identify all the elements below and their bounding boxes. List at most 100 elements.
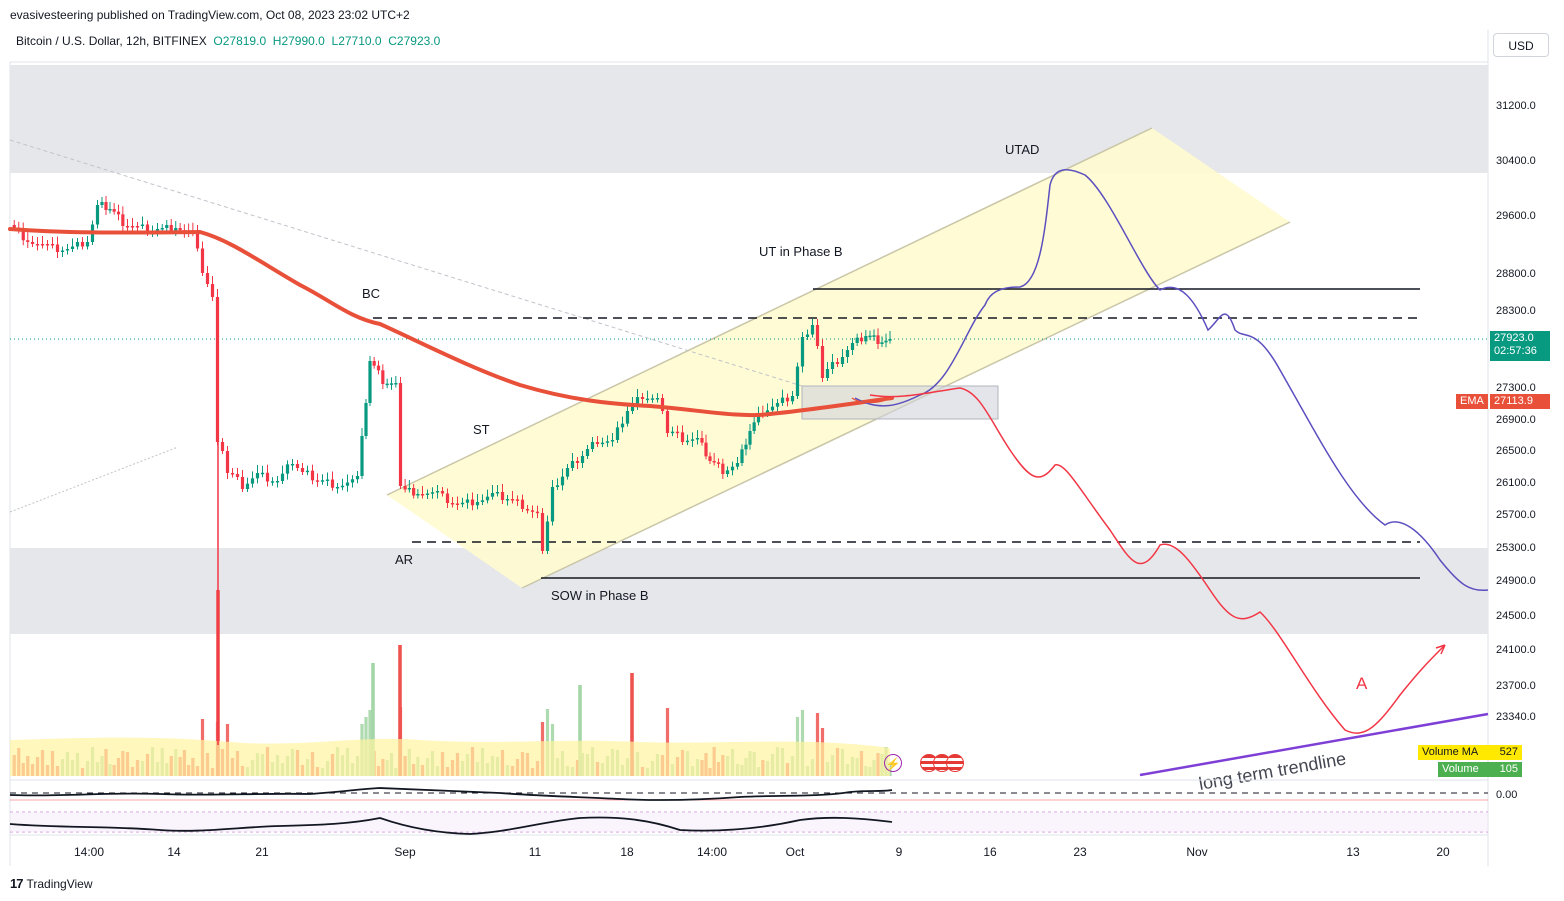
candle-body [730, 466, 735, 471]
price-tick-label: 31200.0 [1496, 100, 1536, 112]
candle-body [700, 438, 704, 443]
candle-body [748, 431, 752, 445]
candle-body [403, 486, 407, 490]
candle-body [230, 473, 235, 475]
volume-bar [665, 708, 670, 776]
candle-body [655, 398, 660, 400]
candle-body [95, 205, 100, 225]
candle-body [290, 464, 295, 466]
candle-body [104, 202, 108, 210]
candle-body [355, 476, 360, 480]
candle-body [169, 225, 173, 231]
candle-body [868, 335, 872, 338]
candle-body [108, 209, 112, 211]
candle-body [225, 451, 230, 473]
candle-body [810, 325, 815, 335]
candle-body [590, 442, 595, 449]
candle-body [675, 431, 680, 434]
candle-body [625, 411, 630, 424]
candle-body [130, 226, 135, 228]
candle-body [690, 439, 695, 441]
candle-body [640, 397, 645, 399]
candle-body [685, 440, 690, 443]
candle-body [884, 340, 888, 343]
candle-body [116, 211, 121, 215]
candle-body [398, 383, 403, 486]
candle-body [680, 432, 685, 442]
candle-body [545, 521, 550, 551]
candle-body [756, 413, 761, 423]
candle-body [270, 481, 275, 483]
candle-body [535, 511, 540, 514]
candle-body [174, 228, 178, 231]
candle-body [595, 442, 600, 444]
candle-body [635, 397, 640, 404]
utad-label: UTAD [1005, 142, 1039, 157]
candle-body [372, 361, 376, 366]
ar-label: AR [395, 552, 413, 567]
candle-body [530, 510, 535, 512]
candle-body [160, 228, 164, 230]
candle-body [368, 361, 372, 403]
lightning-icon[interactable]: ⚡ [884, 754, 902, 772]
currency-button[interactable]: USD [1493, 33, 1549, 57]
price-tick-label: 26500.0 [1496, 445, 1536, 457]
candle-body [265, 472, 270, 482]
candle-body [200, 248, 205, 273]
candle-body [555, 485, 560, 487]
candle-body [320, 480, 325, 482]
candle-body [275, 481, 280, 483]
candle-body [145, 224, 150, 232]
low-value: L27710.0 [331, 34, 382, 48]
volume-spike [398, 645, 402, 776]
candle-body [525, 509, 530, 511]
time-axis[interactable]: 14:00 14 21 Sep 11 18 14:00 Oct 9 16 23 Nov 13 20 [74, 845, 1450, 859]
price-tick-label: 27300.0 [1496, 382, 1536, 394]
candle-body [505, 499, 510, 501]
candle-body [125, 226, 130, 228]
candle-body [716, 462, 721, 464]
candle-body [495, 492, 500, 494]
candle-body [850, 343, 855, 350]
last-price-value: 27923.0 [1494, 332, 1534, 344]
candle-body [660, 398, 665, 411]
ema-name-tag: EMA [1456, 394, 1488, 409]
candle-body [245, 483, 250, 489]
candle-body [775, 403, 780, 407]
candle-body [280, 473, 285, 481]
us-economic-events-icon[interactable] [920, 754, 970, 772]
time-tick-label: 11 [529, 845, 542, 859]
tradingview-logo[interactable]: 17 TradingView [10, 876, 93, 891]
time-tick-label: 18 [620, 845, 634, 859]
candle-body [340, 485, 345, 488]
candle-body [888, 339, 892, 341]
candle-body [500, 492, 505, 500]
resistance-zone [10, 65, 1488, 173]
price-tick-label: 25300.0 [1496, 542, 1536, 554]
candle-body [752, 422, 756, 431]
candle-body [864, 336, 868, 342]
ascending-channel [387, 128, 1290, 588]
candle-body [376, 365, 381, 371]
candle-body [480, 500, 485, 502]
candle-body [790, 396, 795, 402]
candle-body [295, 464, 300, 468]
candle-body [565, 468, 570, 477]
time-tick-label: 21 [255, 845, 269, 859]
candle-body [840, 357, 845, 364]
ema-line [8, 227, 894, 418]
time-tick-label: 13 [1346, 845, 1360, 859]
time-tick-label: 16 [983, 845, 997, 859]
volume-tag: Volume 105 [1438, 762, 1522, 777]
candle-body [330, 479, 335, 488]
candle-body [740, 449, 744, 463]
volume-ma-value: 527 [1499, 746, 1518, 758]
price-axis[interactable]: 31200.0 30400.0 29600.0 28800.0 28300.0 27300… [1496, 100, 1536, 723]
price-tick-label: 28800.0 [1496, 268, 1536, 280]
candle-body [460, 502, 465, 505]
candle-body [515, 499, 520, 501]
candle-body [455, 503, 460, 505]
candle-body [770, 406, 775, 411]
price-tick-label: 28300.0 [1496, 305, 1536, 317]
